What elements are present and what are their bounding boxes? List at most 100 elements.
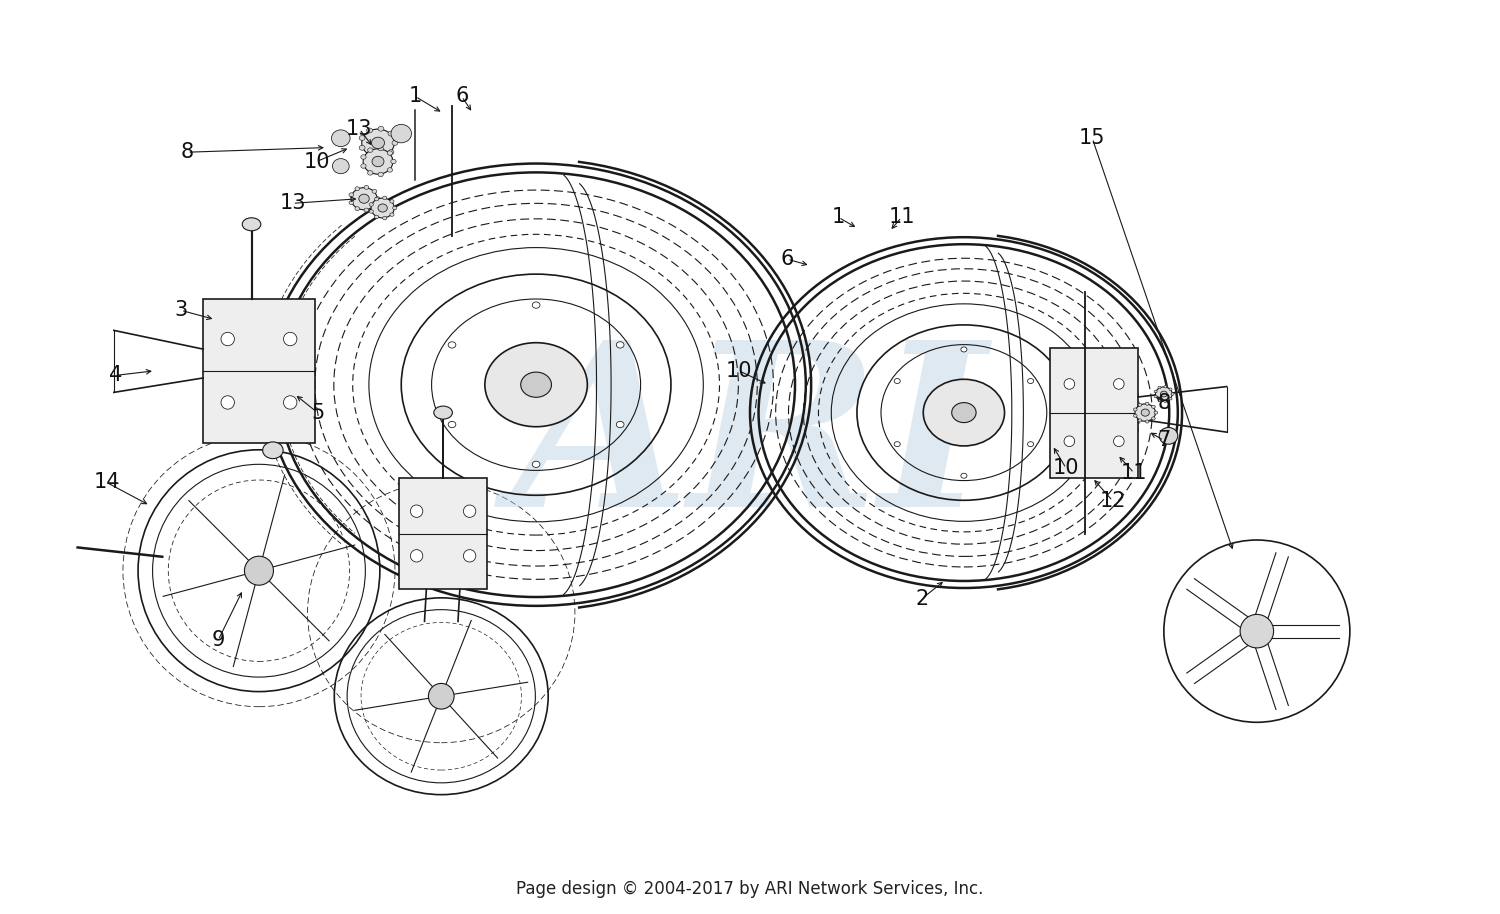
Ellipse shape (924, 379, 1005, 446)
Ellipse shape (366, 128, 372, 133)
Ellipse shape (262, 441, 284, 459)
Text: 10: 10 (726, 361, 752, 381)
Text: 13: 13 (346, 119, 372, 139)
Ellipse shape (951, 402, 976, 422)
Text: 8: 8 (182, 143, 194, 162)
Ellipse shape (532, 302, 540, 308)
Text: 12: 12 (1100, 491, 1126, 511)
Ellipse shape (392, 141, 398, 145)
Ellipse shape (1154, 395, 1156, 398)
Ellipse shape (392, 124, 411, 143)
Bar (399, 478, 488, 590)
Text: 6: 6 (780, 250, 794, 269)
Ellipse shape (411, 549, 423, 562)
Ellipse shape (358, 145, 364, 150)
Text: 2: 2 (915, 589, 928, 609)
Ellipse shape (364, 208, 369, 212)
Ellipse shape (284, 333, 297, 345)
Ellipse shape (350, 201, 354, 205)
Text: 4: 4 (110, 366, 123, 386)
Ellipse shape (1154, 411, 1158, 414)
Ellipse shape (1240, 614, 1274, 648)
Ellipse shape (1155, 387, 1172, 401)
Ellipse shape (366, 153, 372, 158)
Ellipse shape (390, 199, 394, 203)
Ellipse shape (1136, 404, 1155, 421)
Ellipse shape (372, 156, 384, 166)
Ellipse shape (1158, 387, 1161, 388)
Ellipse shape (392, 159, 396, 164)
Ellipse shape (1142, 409, 1149, 416)
Ellipse shape (378, 154, 384, 160)
Ellipse shape (362, 129, 394, 156)
Ellipse shape (356, 207, 360, 210)
Text: 7: 7 (1156, 430, 1170, 451)
Text: 9: 9 (211, 631, 225, 651)
Ellipse shape (368, 171, 374, 175)
Text: 14: 14 (93, 473, 120, 493)
Ellipse shape (362, 154, 366, 159)
Ellipse shape (393, 207, 398, 209)
Ellipse shape (520, 372, 552, 398)
Bar (1050, 347, 1138, 478)
Ellipse shape (364, 186, 369, 189)
Ellipse shape (411, 505, 423, 517)
Ellipse shape (372, 137, 384, 149)
Text: 10: 10 (1053, 459, 1080, 478)
Ellipse shape (220, 396, 234, 409)
Ellipse shape (369, 210, 374, 213)
Ellipse shape (378, 204, 387, 212)
Ellipse shape (356, 186, 360, 191)
Ellipse shape (894, 378, 900, 384)
Ellipse shape (358, 194, 369, 203)
Ellipse shape (370, 198, 394, 218)
Ellipse shape (429, 684, 454, 709)
Ellipse shape (388, 132, 394, 136)
Text: 6: 6 (454, 87, 468, 106)
Text: ARI: ARI (513, 333, 987, 554)
Ellipse shape (284, 396, 297, 409)
Ellipse shape (1028, 378, 1033, 384)
Text: 8: 8 (1158, 393, 1170, 413)
Ellipse shape (332, 130, 350, 146)
Ellipse shape (369, 203, 374, 207)
Ellipse shape (1152, 417, 1155, 420)
Ellipse shape (894, 441, 900, 447)
Text: Page design © 2004-2017 by ARI Network Services, Inc.: Page design © 2004-2017 by ARI Network S… (516, 879, 984, 898)
Ellipse shape (1028, 441, 1033, 447)
Ellipse shape (448, 342, 456, 348)
Text: 13: 13 (279, 194, 306, 213)
Ellipse shape (1113, 378, 1124, 389)
Ellipse shape (1168, 388, 1172, 390)
Ellipse shape (464, 549, 476, 562)
Ellipse shape (351, 187, 376, 210)
Ellipse shape (390, 213, 394, 217)
Ellipse shape (1158, 399, 1161, 401)
Text: 1: 1 (831, 207, 844, 228)
Ellipse shape (1064, 436, 1074, 447)
Ellipse shape (1113, 436, 1124, 447)
Ellipse shape (1160, 428, 1178, 444)
Ellipse shape (962, 347, 968, 352)
Text: 11: 11 (888, 207, 915, 228)
Ellipse shape (1138, 419, 1142, 422)
Ellipse shape (1146, 402, 1149, 405)
Ellipse shape (1152, 405, 1155, 409)
Ellipse shape (375, 215, 378, 218)
Ellipse shape (333, 159, 350, 174)
Ellipse shape (372, 204, 376, 208)
Ellipse shape (1164, 386, 1167, 388)
Text: 3: 3 (174, 301, 188, 320)
Ellipse shape (1134, 414, 1137, 417)
Ellipse shape (1064, 378, 1074, 389)
Bar (202, 299, 315, 442)
Ellipse shape (382, 197, 387, 199)
Ellipse shape (616, 421, 624, 428)
Ellipse shape (220, 333, 234, 345)
Text: 15: 15 (1078, 128, 1106, 148)
Ellipse shape (378, 146, 384, 151)
Ellipse shape (1164, 400, 1167, 402)
Ellipse shape (1138, 403, 1142, 407)
Ellipse shape (358, 135, 364, 141)
Text: 5: 5 (310, 402, 324, 422)
